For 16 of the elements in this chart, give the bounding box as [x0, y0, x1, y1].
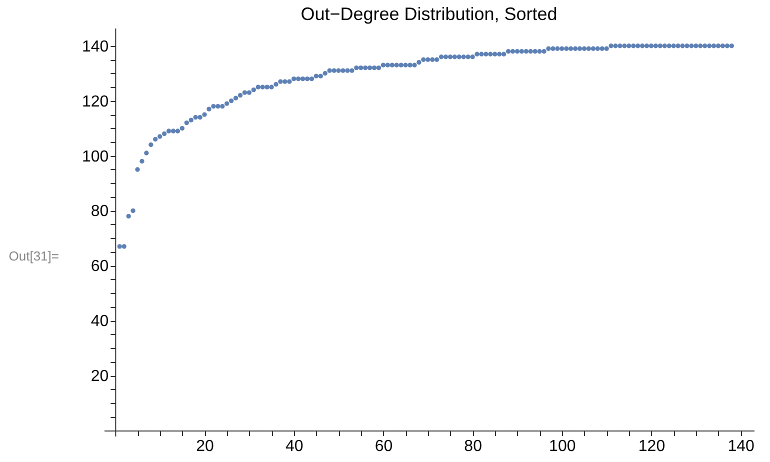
x-tick-label: 60 [374, 438, 393, 456]
x-tick-label: 80 [464, 438, 482, 456]
x-tick-label: 140 [728, 438, 755, 456]
y-tick-label: 20 [90, 368, 109, 386]
x-tick-label: 20 [196, 438, 214, 456]
x-tick-label: 100 [549, 438, 576, 456]
x-tick-label: 40 [285, 438, 304, 456]
y-tick-label: 100 [82, 148, 109, 166]
y-tick-label: 40 [90, 313, 109, 330]
y-tick-label: 60 [90, 258, 109, 276]
y-tick-label: 120 [82, 93, 109, 110]
chart-title: Out−Degree Distribution, Sorted [300, 4, 558, 24]
y-tick-label: 140 [82, 38, 109, 56]
text: Out[31]= [8, 248, 59, 264]
x-tick-label: 120 [638, 438, 666, 456]
y-tick-label: 80 [90, 203, 109, 220]
